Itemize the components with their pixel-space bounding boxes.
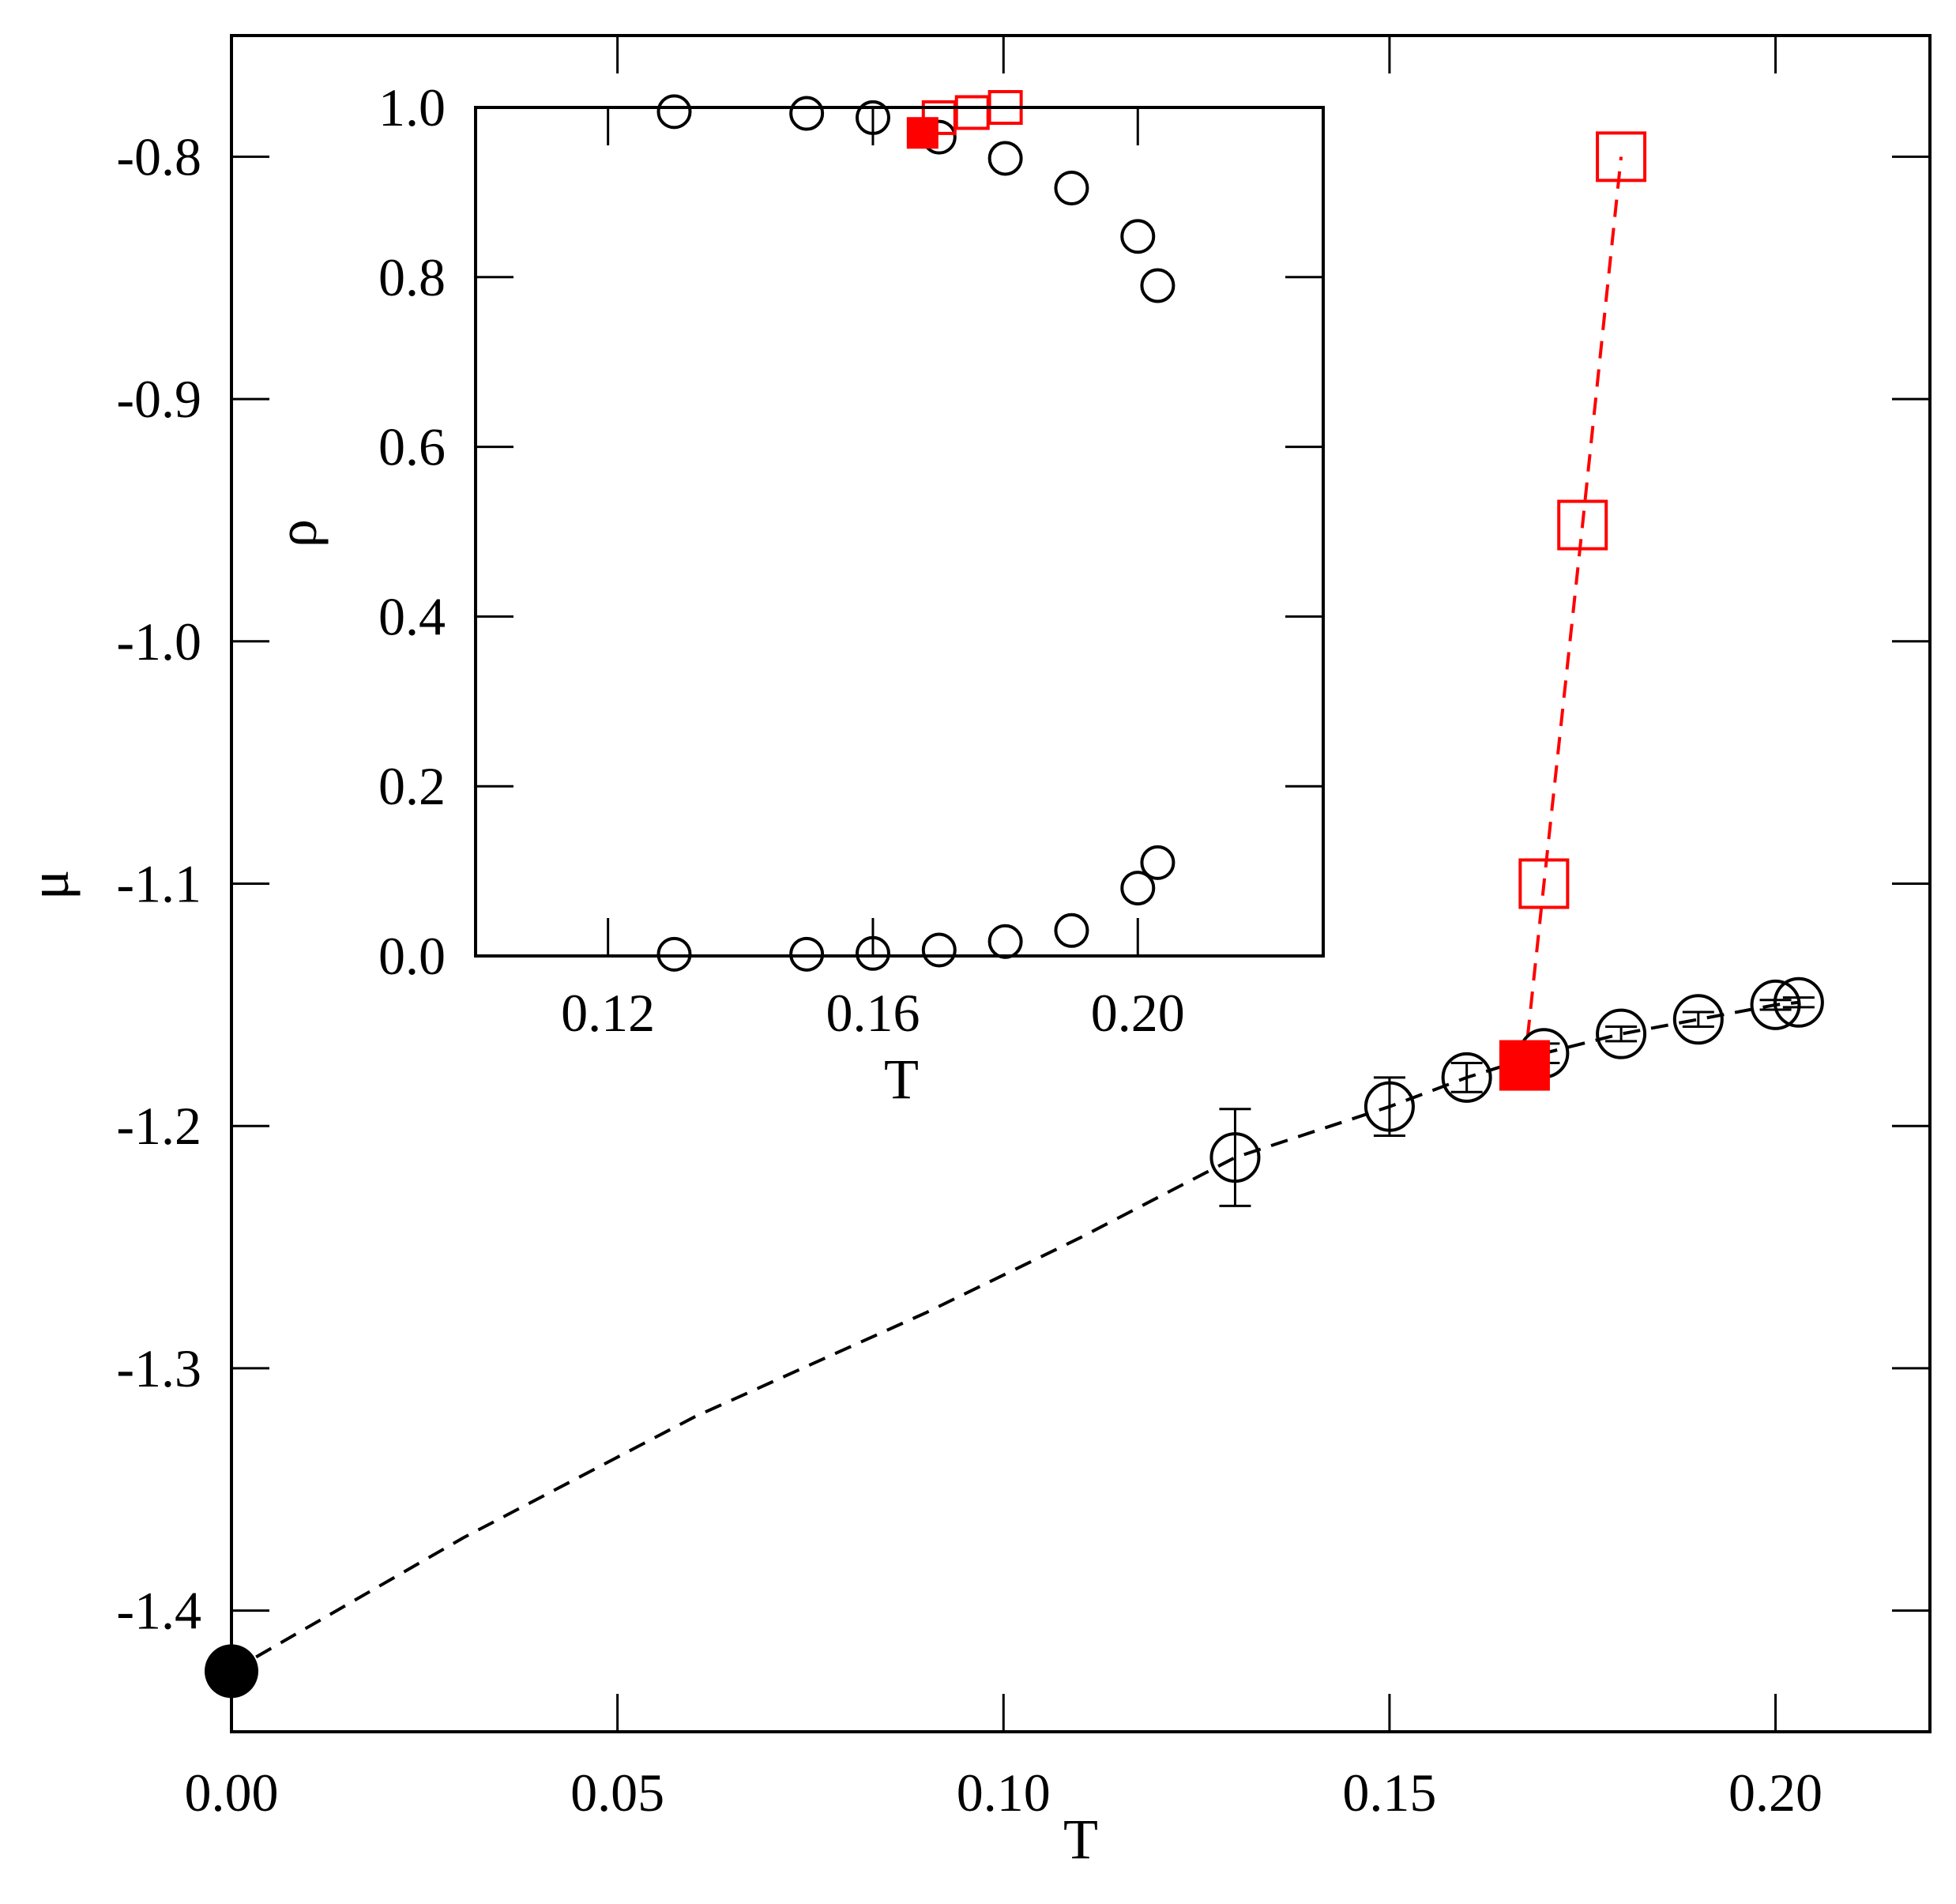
data-point-open-square [1518,858,1570,909]
data-point-open-circle [1364,1081,1415,1132]
x-tick-label: 0.20 [1728,1763,1822,1823]
y-tick-label: 1.0 [378,77,446,137]
data-point-open-square [1557,499,1608,551]
x-tick-label: 0.12 [561,983,655,1043]
data-point-open-circle [1596,1008,1647,1059]
y-tick-label: -1.0 [116,611,201,672]
y-tick-label: -1.1 [116,854,201,914]
y-tick-label: -1.4 [116,1581,201,1641]
y-tick-label: 0.6 [378,417,446,477]
data-point-open-circle [987,141,1023,176]
data-point-open-circle [1441,1052,1492,1103]
data-point-filled-square [1500,1041,1548,1089]
x-tick-label: 0.00 [185,1763,279,1823]
inset-x-axis-title: T [884,1048,919,1111]
data-point-open-square [1596,131,1647,182]
y-tick-label: 0.4 [378,586,446,646]
data-point-open-circle [1140,845,1175,880]
data-point-open-circle [921,932,957,968]
inset-plot-background [476,107,1323,956]
x-tick-label: 0.05 [570,1763,664,1823]
main-plot: 0.00 0.05 0.10 0.15 0.20 -0.8 -0.9 -1.0 -1.1 -1.2… [17,34,1932,1871]
data-point-open-circle [1773,976,1824,1028]
data-point-open-circle [1054,171,1089,206]
y-tick-label: -1.3 [116,1338,201,1398]
data-point-open-circle [1209,1132,1261,1183]
data-point-open-circle [1054,912,1089,948]
data-point-open-circle [1120,871,1156,906]
inset-plot: 0.12 0.16 0.20 0.0 0.2 0.4 0.6 0.8 1.0 T ρ [265,77,1325,1111]
x-tick-label: 0.15 [1342,1763,1436,1823]
data-point-open-circle [1672,994,1724,1045]
x-tick-label: 0.20 [1091,983,1185,1043]
data-point-open-circle [656,94,692,130]
series-dashed-line [1522,156,1623,1066]
main-x-axis-title: T [1063,1808,1098,1871]
x-tick-label: 0.10 [957,1763,1051,1823]
y-tick-label: 0.0 [378,926,446,986]
y-tick-label: 0.8 [378,247,446,307]
y-tick-label: 0.2 [378,756,446,816]
main-axis-ticks: 0.00 0.05 0.10 0.15 0.20 -0.8 -0.9 -1.0 -1.1 -1.2… [116,36,1930,1823]
data-point-filled-square [906,117,939,149]
inset-plot-frame [474,106,1325,958]
y-tick-label: -0.9 [116,369,201,429]
data-point-open-circle [789,936,825,972]
y-tick-label: -1.2 [116,1096,201,1156]
data-point-open-circle [1120,219,1156,254]
inset-y-axis-title: ρ [265,519,329,547]
y-tick-label: -0.8 [116,126,201,186]
data-point-open-circle [789,96,825,131]
inset-axis-ticks: 0.12 0.16 0.20 0.0 0.2 0.4 0.6 0.8 1.0 [378,77,1323,1043]
data-point-open-circle [656,936,692,972]
data-point-open-circle [1140,268,1175,303]
x-tick-label: 0.16 [826,983,920,1043]
main-y-axis-title: μ [17,870,81,901]
